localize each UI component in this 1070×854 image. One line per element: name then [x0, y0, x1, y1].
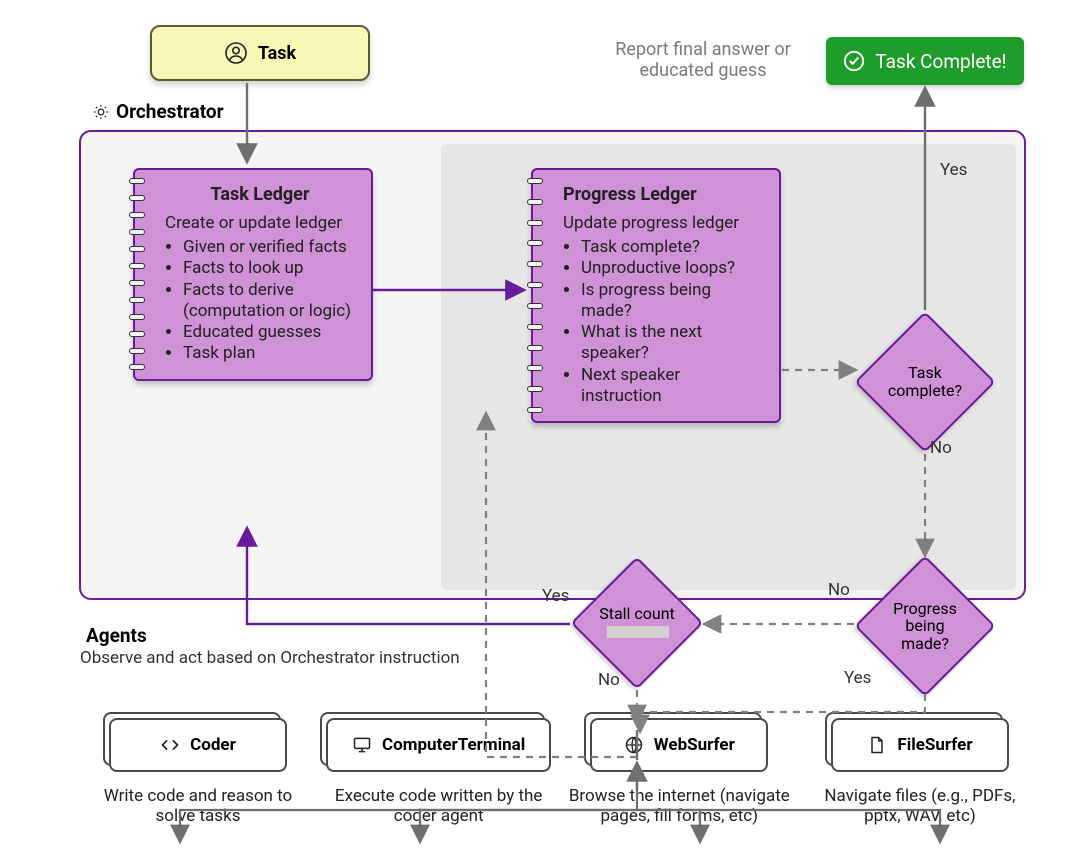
spiral-binding — [129, 178, 145, 371]
agent-desc: Execute code written by the coder agent — [325, 786, 553, 827]
agent-filesurfer: FileSurfer Navigate files (e.g., PDFs, p… — [806, 718, 1034, 827]
edge-label-yes: Yes — [940, 160, 967, 180]
progress-ledger-subtitle: Update progress ledger — [563, 213, 763, 233]
agent-name: WebSurfer — [654, 735, 735, 755]
list-item: What is the next speaker? — [581, 322, 763, 365]
report-caption: Report final answer or educated guess — [588, 40, 818, 81]
agent-name: Coder — [190, 735, 236, 755]
list-item: Task plan — [183, 343, 355, 364]
task-label: Task — [258, 43, 296, 64]
list-item: Task complete? — [581, 237, 763, 258]
agent-name: ComputerTerminal — [382, 735, 525, 755]
list-item: Next speaker instruction — [581, 365, 763, 408]
decision-label: Task complete? — [877, 334, 973, 430]
list-item: Given or verified facts — [183, 237, 355, 258]
progress-ledger-items: Task complete? Unproductive loops? Is pr… — [563, 237, 763, 407]
task-complete-label: Task Complete! — [875, 50, 1006, 73]
edge-label-no: No — [930, 438, 952, 458]
progress-ledger-title: Progress Ledger — [563, 184, 763, 205]
orchestrator-label: Orchestrator — [92, 100, 224, 123]
user-circle-icon — [224, 41, 248, 65]
edge-label-yes: Yes — [542, 586, 569, 606]
task-ledger-items: Given or verified facts Facts to look up… — [165, 237, 355, 365]
task-ledger-title: Task Ledger — [165, 184, 355, 205]
monitor-icon — [352, 735, 372, 755]
agents-title: Agents — [86, 624, 147, 647]
agents-subtitle: Observe and act based on Orchestrator in… — [80, 648, 460, 668]
diagram-stage: Task Report final answer or educated gue… — [0, 0, 1070, 854]
list-item: Educated guesses — [183, 322, 355, 343]
progress-ledger-node: Progress Ledger Update progress ledger T… — [531, 168, 781, 423]
list-item: Is progress being made? — [581, 280, 763, 323]
agent-desc: Write code and reason to solve tasks — [84, 786, 312, 827]
task-node: Task — [150, 25, 370, 81]
edge-label-yes: Yes — [844, 668, 871, 688]
edge-label-no: No — [828, 580, 850, 600]
task-ledger-node: Task Ledger Create or update ledger Give… — [133, 168, 373, 381]
file-icon — [867, 735, 887, 755]
orchestrator-text: Orchestrator — [116, 100, 224, 123]
task-complete-node: Task Complete! — [826, 37, 1024, 85]
gear-icon — [92, 103, 110, 121]
list-item: Facts to look up — [183, 258, 355, 279]
agent-name: FileSurfer — [897, 735, 972, 755]
junction-block — [607, 626, 669, 638]
globe-icon — [624, 735, 644, 755]
decision-label: Stall count > 2 — [592, 578, 682, 668]
list-item: Unproductive loops? — [581, 258, 763, 279]
task-ledger-subtitle: Create or update ledger — [165, 213, 355, 233]
code-icon — [160, 735, 180, 755]
list-item: Facts to derive (computation or logic) — [183, 280, 355, 323]
agent-computerterminal: ComputerTerminal Execute code written by… — [325, 718, 553, 827]
check-circle-icon — [843, 50, 865, 72]
agent-desc: Navigate files (e.g., PDFs, pptx, WAV, e… — [806, 786, 1034, 827]
agent-websurfer: WebSurfer Browse the internet (navigate … — [565, 718, 793, 827]
agent-desc: Browse the internet (navigate pages, fil… — [565, 786, 793, 827]
agent-coder: Coder Write code and reason to solve tas… — [84, 718, 312, 827]
decision-label: Progress being made? — [877, 578, 973, 674]
edge-label-no: No — [598, 670, 620, 690]
spiral-binding — [527, 178, 543, 413]
agents-row: Coder Write code and reason to solve tas… — [84, 718, 1034, 827]
